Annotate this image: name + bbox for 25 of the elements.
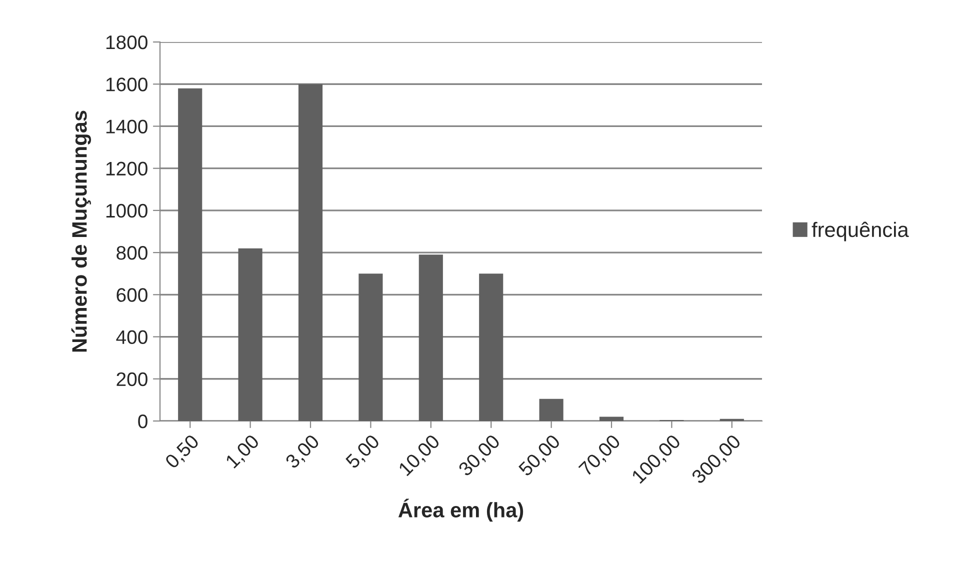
y-tick-label: 1600 <box>106 78 148 92</box>
y-tick-label: 1800 <box>106 35 148 50</box>
bar <box>298 84 323 421</box>
bar <box>539 398 564 421</box>
legend-label: frequência <box>812 222 909 242</box>
y-tick-label: 0 <box>138 414 148 428</box>
bar <box>238 248 262 421</box>
y-axis-title: Número de Muçunungas <box>71 110 92 352</box>
y-tick-label: 600 <box>116 288 148 302</box>
bar <box>479 274 504 421</box>
y-tick-label: 400 <box>116 330 148 344</box>
x-tick-label: 0,50 <box>164 434 202 471</box>
bar <box>358 274 383 421</box>
x-tick-label: 3,00 <box>284 434 322 471</box>
y-tick-label: 800 <box>116 246 148 260</box>
x-tick-label: 5,00 <box>344 434 382 471</box>
y-tick-label: 1400 <box>106 120 148 134</box>
bar <box>418 254 443 421</box>
y-tick-label: 200 <box>116 372 148 386</box>
x-axis-title: Área em (ha) <box>398 498 524 522</box>
bar <box>178 88 202 421</box>
bar <box>599 416 624 421</box>
y-tick-label: 1000 <box>106 204 148 218</box>
x-tick-label: 1,00 <box>224 434 262 470</box>
y-tick-label: 1200 <box>106 162 148 176</box>
